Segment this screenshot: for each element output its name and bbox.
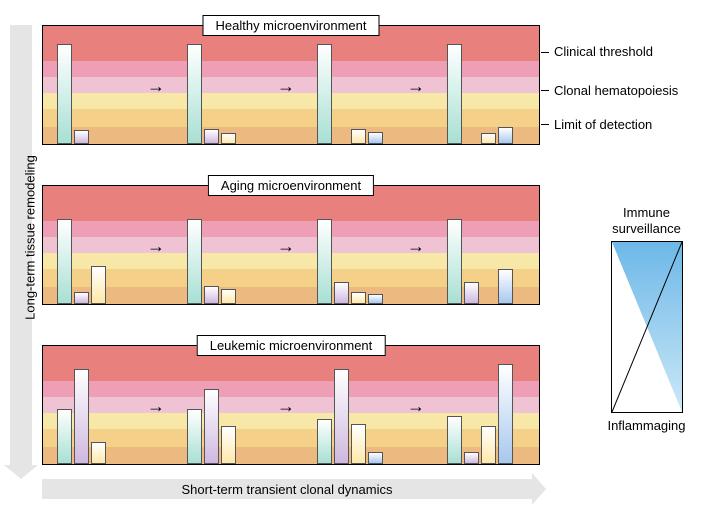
- clone-bar: [317, 219, 332, 304]
- background-band: [43, 127, 539, 144]
- triangle-gradient-icon: [611, 241, 683, 413]
- clone-bar: [204, 129, 219, 144]
- arrow-right-icon: →: [147, 396, 165, 417]
- tick-mark: [541, 90, 549, 91]
- background-band: [43, 429, 539, 447]
- clone-bar: [57, 219, 72, 304]
- clone-bar: [464, 452, 479, 464]
- microenvironment-panel: Leukemic microenvironment→→→: [42, 345, 540, 465]
- arrow-right-icon: →: [277, 76, 295, 97]
- clone-bar: [74, 130, 89, 144]
- vertical-axis-label: Long-term tissue remodeling: [23, 148, 38, 328]
- panel-title: Healthy microenvironment: [202, 15, 379, 36]
- clone-bar: [481, 426, 496, 464]
- immune-bottom-label: Inflammaging: [599, 418, 694, 434]
- background-band: [43, 221, 539, 237]
- arrow-right-icon: →: [407, 396, 425, 417]
- horizontal-axis-label: Short-term transient clonal dynamics: [42, 482, 532, 497]
- diagram-container: Long-term tissue remodeling Short-term t…: [10, 10, 706, 499]
- clone-bar: [74, 369, 89, 464]
- clone-bar: [187, 219, 202, 304]
- clone-bar: [91, 266, 106, 304]
- clone-bar: [221, 133, 236, 144]
- clone-bar: [498, 269, 513, 304]
- clone-bar: [221, 289, 236, 304]
- tick-mark: [541, 124, 549, 125]
- clone-bar: [221, 426, 236, 464]
- clone-bar: [368, 132, 383, 144]
- panel-title: Aging microenvironment: [208, 175, 374, 196]
- microenvironment-panel: Healthy microenvironment→→→: [42, 25, 540, 145]
- panel-title: Leukemic microenvironment: [197, 335, 386, 356]
- arrow-right-icon: →: [407, 236, 425, 257]
- clone-bar: [481, 133, 496, 144]
- label-limit-detection: Limit of detection: [554, 117, 652, 132]
- label-clonal-hematopoiesis: Clonal hematopoiesis: [554, 83, 678, 98]
- clone-bar: [351, 292, 366, 304]
- clone-bar: [498, 127, 513, 144]
- microenvironment-panel: Aging microenvironment→→→: [42, 185, 540, 305]
- clone-bar: [447, 219, 462, 304]
- clone-bar: [57, 409, 72, 464]
- clone-bar: [317, 44, 332, 144]
- clone-bar: [351, 129, 366, 144]
- background-band: [43, 61, 539, 77]
- clone-bar: [334, 369, 349, 464]
- background-band: [43, 381, 539, 397]
- clone-bar: [204, 389, 219, 464]
- arrow-right-icon: →: [407, 76, 425, 97]
- clone-bar: [368, 294, 383, 304]
- arrow-right-icon: →: [277, 236, 295, 257]
- tick-mark: [541, 52, 549, 53]
- clone-bar: [317, 419, 332, 464]
- label-clinical-threshold: Clinical threshold: [554, 44, 653, 59]
- background-band: [43, 109, 539, 127]
- clone-bar: [74, 292, 89, 304]
- clone-bar: [447, 416, 462, 464]
- arrow-right-icon: →: [147, 76, 165, 97]
- clone-bar: [447, 44, 462, 144]
- arrow-right-icon: →: [277, 396, 295, 417]
- clone-bar: [498, 364, 513, 464]
- clone-bar: [204, 286, 219, 304]
- clone-bar: [334, 282, 349, 304]
- clone-bar: [187, 44, 202, 144]
- immune-surveillance-box: Immune surveillance Inflammaging: [599, 205, 694, 455]
- clone-bar: [187, 409, 202, 464]
- clone-bar: [91, 442, 106, 464]
- clone-bar: [351, 424, 366, 464]
- clone-bar: [57, 44, 72, 144]
- clone-bar: [368, 452, 383, 464]
- arrow-right-icon: →: [147, 236, 165, 257]
- clone-bar: [464, 282, 479, 304]
- immune-top-label: Immune surveillance: [599, 205, 694, 236]
